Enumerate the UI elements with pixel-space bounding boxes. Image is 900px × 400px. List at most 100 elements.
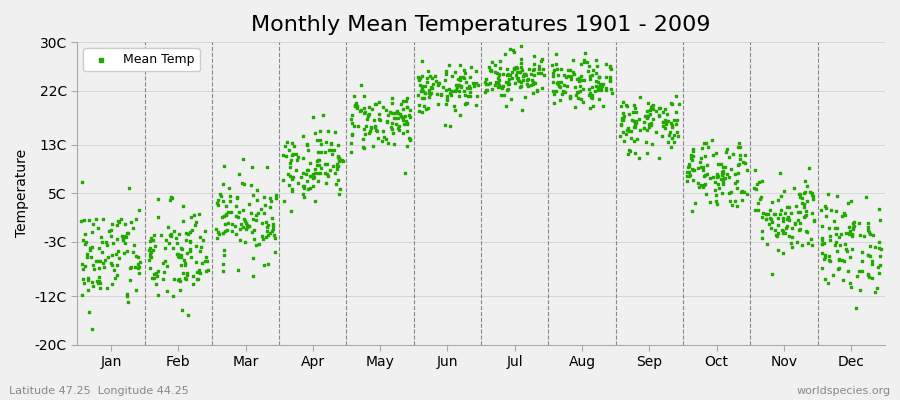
Mean Temp — [402, 106, 417, 113]
Mean Temp — [215, 261, 230, 268]
Mean Temp — [283, 173, 297, 179]
Mean Temp — [361, 112, 375, 119]
Mean Temp — [795, 195, 809, 201]
Mean Temp — [627, 118, 642, 125]
Mean Temp — [396, 115, 410, 121]
Mean Temp — [628, 124, 643, 130]
Mean Temp — [284, 152, 299, 158]
Mean Temp — [511, 78, 526, 84]
Mean Temp — [690, 165, 705, 171]
Y-axis label: Temperature: Temperature — [15, 149, 29, 238]
Mean Temp — [769, 211, 783, 217]
Mean Temp — [567, 84, 581, 90]
Mean Temp — [172, 276, 186, 282]
Mean Temp — [582, 105, 597, 112]
Mean Temp — [184, 245, 198, 252]
Mean Temp — [326, 163, 340, 170]
Mean Temp — [722, 174, 736, 180]
Mean Temp — [166, 245, 181, 251]
Mean Temp — [402, 111, 417, 118]
Mean Temp — [423, 90, 437, 97]
Mean Temp — [330, 160, 345, 167]
Mean Temp — [493, 58, 508, 64]
Mean Temp — [256, 262, 271, 268]
Mean Temp — [821, 280, 835, 287]
Mean Temp — [532, 63, 546, 69]
Mean Temp — [479, 75, 493, 82]
Mean Temp — [507, 49, 521, 55]
Mean Temp — [145, 274, 159, 281]
Mean Temp — [571, 95, 585, 101]
Mean Temp — [310, 158, 325, 164]
Mean Temp — [619, 102, 634, 108]
Mean Temp — [412, 75, 427, 81]
Mean Temp — [697, 182, 711, 188]
Mean Temp — [310, 178, 325, 184]
Mean Temp — [373, 116, 387, 123]
Mean Temp — [190, 269, 204, 275]
Mean Temp — [239, 224, 254, 230]
Mean Temp — [400, 128, 415, 135]
Mean Temp — [156, 260, 170, 266]
Mean Temp — [531, 70, 545, 76]
Mean Temp — [793, 209, 807, 216]
Mean Temp — [308, 198, 322, 204]
Mean Temp — [614, 121, 628, 128]
Mean Temp — [518, 71, 532, 77]
Mean Temp — [592, 96, 607, 102]
Mean Temp — [759, 216, 773, 222]
Mean Temp — [502, 76, 517, 82]
Mean Temp — [172, 230, 186, 237]
Mean Temp — [183, 229, 197, 236]
Mean Temp — [806, 217, 821, 224]
Mean Temp — [491, 70, 505, 76]
Mean Temp — [104, 233, 118, 239]
Mean Temp — [194, 233, 208, 240]
Mean Temp — [96, 260, 111, 266]
Mean Temp — [594, 86, 608, 92]
Mean Temp — [126, 249, 140, 255]
Mean Temp — [458, 78, 473, 85]
Mean Temp — [161, 224, 176, 230]
Mean Temp — [717, 164, 732, 171]
Mean Temp — [268, 235, 283, 241]
Mean Temp — [491, 77, 506, 83]
Mean Temp — [656, 123, 670, 130]
Mean Temp — [167, 276, 182, 282]
Mean Temp — [514, 64, 528, 70]
Mean Temp — [868, 244, 882, 250]
Mean Temp — [716, 169, 730, 175]
Mean Temp — [622, 146, 636, 153]
Mean Temp — [299, 170, 313, 177]
Mean Temp — [393, 111, 408, 118]
Mean Temp — [357, 145, 372, 151]
Mean Temp — [547, 100, 562, 106]
Mean Temp — [759, 216, 773, 222]
Mean Temp — [670, 133, 685, 140]
Mean Temp — [86, 283, 100, 289]
Mean Temp — [494, 85, 508, 92]
Mean Temp — [521, 82, 535, 89]
Mean Temp — [640, 150, 654, 156]
Mean Temp — [81, 277, 95, 284]
Mean Temp — [628, 118, 643, 124]
Mean Temp — [814, 250, 829, 257]
Mean Temp — [308, 166, 322, 172]
Mean Temp — [559, 74, 573, 80]
Mean Temp — [656, 119, 670, 125]
Mean Temp — [453, 62, 467, 68]
Mean Temp — [79, 254, 94, 260]
Mean Temp — [399, 118, 413, 124]
Mean Temp — [700, 171, 715, 177]
Mean Temp — [814, 235, 829, 242]
Mean Temp — [174, 252, 188, 258]
Mean Temp — [300, 167, 314, 173]
Mean Temp — [788, 220, 802, 226]
Mean Temp — [754, 194, 769, 200]
Mean Temp — [194, 260, 209, 266]
Mean Temp — [414, 88, 428, 94]
Mean Temp — [381, 112, 395, 118]
Mean Temp — [860, 272, 875, 278]
Mean Temp — [307, 174, 321, 180]
Mean Temp — [527, 66, 542, 72]
